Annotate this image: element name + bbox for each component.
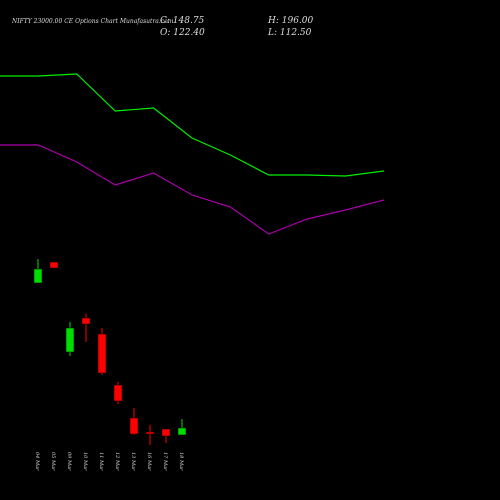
candle-body xyxy=(145,431,155,435)
open-label: O: 122.40 xyxy=(160,28,205,38)
candle-body xyxy=(113,384,123,402)
x-tick-label: 11 Mar xyxy=(98,452,104,471)
candle-body xyxy=(81,317,91,325)
close-label: C: 148.75 xyxy=(160,16,205,26)
x-tick-label: 13 Mar xyxy=(130,452,136,471)
candle-body xyxy=(49,261,59,269)
line-series xyxy=(0,144,385,235)
x-tick-label: 10 Mar xyxy=(82,452,88,471)
line-series xyxy=(0,73,385,177)
low-label: L: 112.50 xyxy=(267,28,312,38)
candle-body xyxy=(33,268,43,284)
x-tick-label: 04 Mar xyxy=(34,452,40,471)
x-tick-label: 09 Mar xyxy=(66,452,72,471)
x-tick-label: 18 Mar xyxy=(178,452,184,471)
x-tick-label: 17 Mar xyxy=(162,452,168,471)
high-label: H: 196.00 xyxy=(267,16,314,26)
candle-body xyxy=(129,417,139,435)
candle-body xyxy=(97,333,107,374)
candle-body xyxy=(177,427,187,436)
x-tick-label: 05 Mar xyxy=(50,452,56,471)
chart-title: NIFTY 23000.00 CE Options Chart Munafasu… xyxy=(11,18,174,25)
x-tick-label: 12 Mar xyxy=(114,452,120,471)
x-tick-label: 16 Mar xyxy=(146,452,152,471)
candle-body xyxy=(65,327,75,353)
candle-body xyxy=(161,428,171,437)
